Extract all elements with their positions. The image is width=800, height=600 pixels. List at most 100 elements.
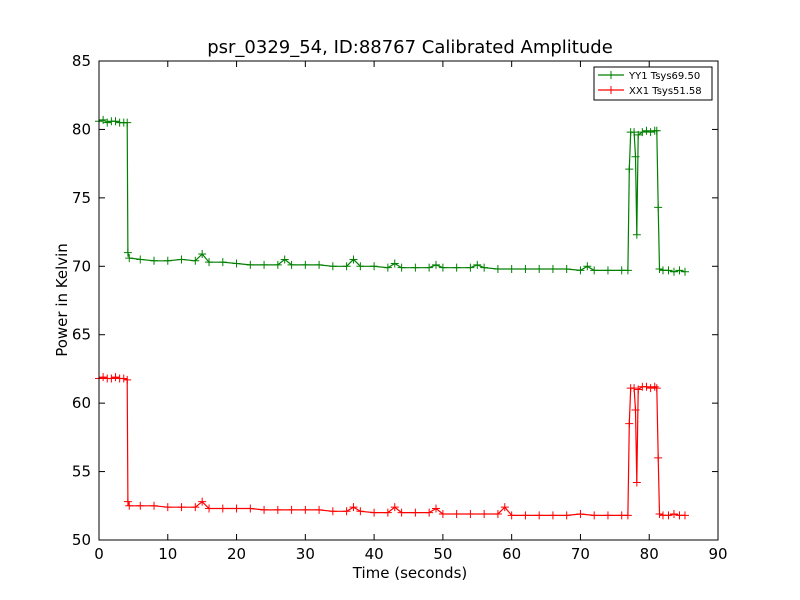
data-point-1-8 <box>123 497 132 506</box>
data-point-1-17 <box>218 504 227 513</box>
data-point-1-61 <box>650 382 659 391</box>
data-point-0-27 <box>342 262 351 271</box>
data-point-1-40 <box>493 509 502 518</box>
data-point-0-4 <box>111 117 120 126</box>
y-tick-label-4: 70 <box>72 257 91 275</box>
data-point-0-68 <box>664 266 673 275</box>
data-point-1-14 <box>191 503 200 512</box>
data-point-1-23 <box>301 505 310 514</box>
data-point-0-21 <box>273 260 282 269</box>
data-point-0-58 <box>632 230 641 239</box>
data-point-1-42 <box>507 511 516 520</box>
data-point-1-64 <box>655 509 664 518</box>
data-point-1-16 <box>205 504 214 513</box>
x-tick-label-4: 40 <box>365 545 384 563</box>
data-point-0-8 <box>123 248 132 257</box>
data-point-1-33 <box>411 508 420 517</box>
data-point-0-7 <box>123 118 132 127</box>
data-point-1-59 <box>642 382 651 391</box>
data-point-0-42 <box>493 265 502 274</box>
data-point-0-70 <box>675 266 684 275</box>
data-point-0-71 <box>680 267 689 276</box>
data-point-0-23 <box>287 260 296 269</box>
data-point-0-25 <box>315 260 324 269</box>
data-point-0-56 <box>630 128 639 137</box>
legend: YY1 Tsys69.50 XX1 Tsys51.58 <box>593 66 713 101</box>
data-point-0-53 <box>623 266 632 275</box>
data-point-0-46 <box>548 265 557 274</box>
legend-marker-1 <box>607 86 615 94</box>
data-point-0-19 <box>246 260 255 269</box>
legend-label-1: XX1 Tsys51.58 <box>629 86 702 97</box>
data-point-1-32 <box>397 508 406 517</box>
data-point-1-30 <box>383 508 392 517</box>
data-point-1-66 <box>664 511 673 520</box>
x-tick-label-1: 10 <box>158 545 177 563</box>
data-point-1-37 <box>452 509 461 518</box>
data-point-0-50 <box>590 266 599 275</box>
data-point-1-63 <box>654 453 663 462</box>
data-point-1-7 <box>123 375 132 384</box>
data-point-1-55 <box>631 405 640 414</box>
data-point-1-34 <box>425 508 434 517</box>
data-point-1-20 <box>260 505 269 514</box>
chart-title: psr_0329_54, ID:88767 Calibrated Amplitu… <box>207 37 613 58</box>
data-point-1-56 <box>632 478 641 487</box>
data-point-1-6 <box>119 374 128 383</box>
data-point-0-57 <box>631 152 640 161</box>
data-point-1-25 <box>328 507 337 516</box>
data-point-0-66 <box>655 265 664 274</box>
data-point-0-61 <box>642 126 651 135</box>
data-point-0-69 <box>669 267 678 276</box>
data-point-0-31 <box>383 263 392 272</box>
data-point-0-32 <box>390 259 399 268</box>
y-axis-label: Power in Kelvin <box>53 243 71 357</box>
data-point-0-45 <box>535 265 544 274</box>
data-point-0-13 <box>177 255 186 264</box>
data-point-0-51 <box>603 266 612 275</box>
x-tick-label-8: 80 <box>640 545 659 563</box>
data-point-0-43 <box>507 265 516 274</box>
data-point-0-35 <box>425 263 434 272</box>
data-point-1-22 <box>287 505 296 514</box>
data-point-0-29 <box>356 262 365 271</box>
x-tick-label-2: 20 <box>227 545 246 563</box>
data-point-1-3 <box>107 374 116 383</box>
data-point-1-54 <box>630 384 639 393</box>
x-tick-label-6: 60 <box>502 545 521 563</box>
data-point-1-35 <box>432 504 441 513</box>
x-tick-label-5: 50 <box>433 545 452 563</box>
data-point-1-11 <box>150 501 159 510</box>
data-point-1-9 <box>125 501 134 510</box>
data-point-0-48 <box>576 266 585 275</box>
data-point-0-65 <box>654 203 663 212</box>
data-point-1-31 <box>390 503 399 512</box>
data-point-1-67 <box>669 509 678 518</box>
data-point-0-62 <box>646 128 655 137</box>
series-0 <box>95 115 689 276</box>
plot-frame <box>98 60 719 541</box>
series-line-1 <box>98 376 685 516</box>
x-axis-label: Time (seconds) <box>352 564 468 582</box>
y-tick-label-5: 75 <box>72 189 91 207</box>
data-point-1-10 <box>136 501 145 510</box>
data-point-1-47 <box>576 509 585 518</box>
data-point-0-64 <box>652 126 661 135</box>
data-point-1-41 <box>500 503 509 512</box>
data-point-1-45 <box>548 511 557 520</box>
data-point-0-47 <box>562 265 571 274</box>
data-point-0-1 <box>99 115 108 124</box>
x-tick-label-3: 30 <box>296 545 315 563</box>
data-point-1-29 <box>370 508 379 517</box>
data-point-0-40 <box>473 260 482 269</box>
data-point-0-49 <box>583 262 592 271</box>
data-point-0-44 <box>521 265 530 274</box>
legend-box <box>593 66 713 101</box>
data-point-1-24 <box>315 505 324 514</box>
data-point-0-59 <box>634 130 643 139</box>
series-1 <box>95 373 689 520</box>
data-point-1-57 <box>634 385 643 394</box>
data-point-1-27 <box>349 503 358 512</box>
x-tick-label-0: 0 <box>94 545 104 563</box>
data-point-1-43 <box>521 511 530 520</box>
